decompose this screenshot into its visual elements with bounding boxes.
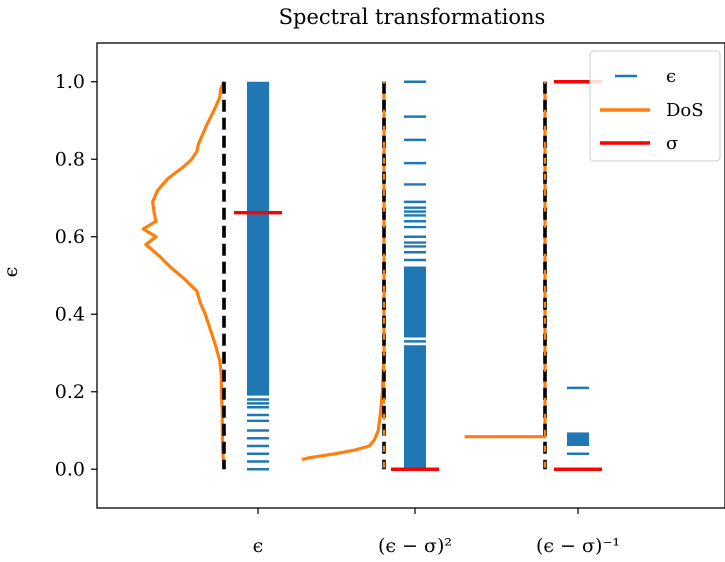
y-tick-label: 0.6 bbox=[55, 226, 85, 248]
dos-curve-squared bbox=[301, 81, 386, 462]
dos-curve-eps bbox=[141, 81, 226, 470]
eigenvalue-band-eps bbox=[247, 81, 269, 396]
y-tick-label: 1.0 bbox=[55, 71, 85, 93]
dos-curve-inverse bbox=[464, 81, 547, 439]
legend-label: σ bbox=[666, 133, 678, 154]
y-tick-label: 0.8 bbox=[55, 148, 85, 170]
y-tick-label: 0.2 bbox=[55, 381, 85, 403]
y-axis-label: ϵ bbox=[0, 267, 22, 278]
x-tick-label: ϵ bbox=[253, 535, 264, 557]
x-tick-label: (ϵ − σ)⁻¹ bbox=[536, 535, 620, 557]
eigenvalue-band-squared bbox=[404, 345, 426, 470]
legend-label: ϵ bbox=[666, 66, 676, 87]
legend-label: DoS bbox=[666, 100, 704, 121]
eigenvalue-band-inverse bbox=[567, 432, 589, 446]
y-tick-label: 0.4 bbox=[55, 303, 85, 325]
chart-title: Spectral transformations bbox=[279, 5, 546, 29]
x-tick-label: (ϵ − σ)² bbox=[378, 535, 452, 557]
plot-frame bbox=[96, 42, 725, 509]
y-tick-label: 0.0 bbox=[55, 458, 85, 480]
legend-box bbox=[589, 50, 721, 162]
